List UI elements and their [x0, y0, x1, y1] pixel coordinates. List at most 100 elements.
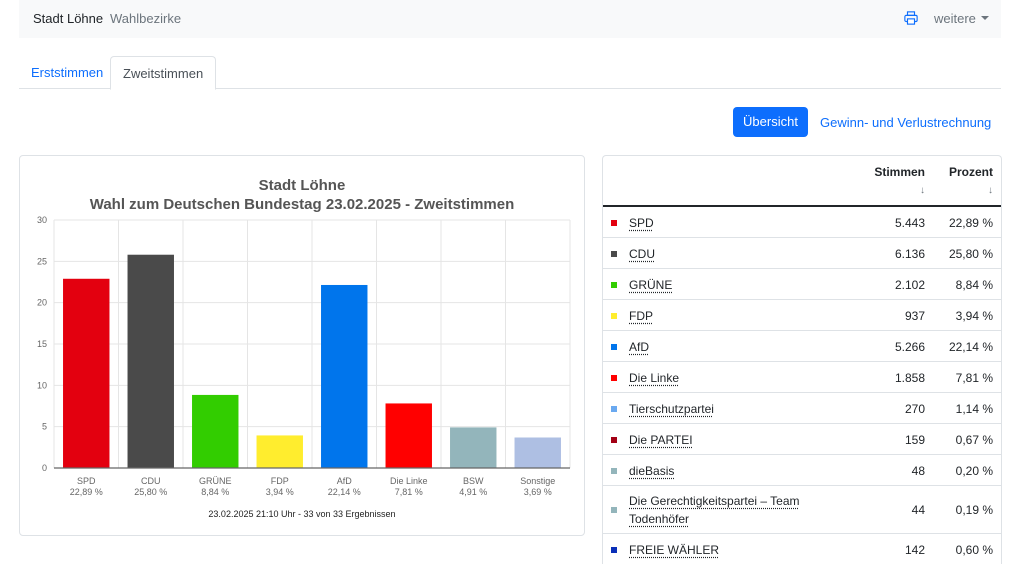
top-navbar: Stadt Löhne Wahlbezirke weitere	[19, 0, 1001, 38]
percent-value: 25,80 %	[948, 246, 993, 261]
party-color-swatch	[611, 250, 617, 257]
overview-button[interactable]: Übersicht	[733, 107, 808, 137]
party-name[interactable]: FDP	[629, 309, 653, 323]
table-row: AfD 5.266 22,14 %	[603, 331, 1001, 362]
percent-value: 0,19 %	[955, 503, 993, 517]
table-header: Stimmen ↓ Prozent ↓	[603, 156, 1001, 207]
x-tick-label: SPD	[77, 476, 96, 486]
table-row: dieBasis 48 0,20 %	[603, 455, 1001, 486]
party-color-swatch	[611, 467, 617, 474]
data-label: 8,84 %	[201, 487, 229, 497]
bar-chart: Stadt Löhne Wahl zum Deutschen Bundestag …	[37, 177, 571, 519]
sort-arrow-icon: ↓	[920, 185, 925, 196]
data-label: 22,14 %	[328, 487, 361, 497]
x-tick-label: Die Linke	[390, 476, 428, 486]
bar-cdu	[127, 254, 174, 468]
votes-value: 2.102	[894, 277, 925, 292]
percent-value: 8,84 %	[955, 277, 993, 292]
y-tick-label: 25	[37, 256, 47, 266]
more-label: weitere	[934, 11, 976, 26]
bar-grüne	[192, 394, 239, 468]
votes-value: 6.136	[894, 246, 925, 261]
bar-sonstige	[514, 437, 561, 468]
votes-value: 142	[904, 542, 925, 557]
party-color-swatch	[611, 546, 617, 553]
chart-footer: 23.02.2025 21:10 Uhr - 33 von 33 Ergebni…	[208, 509, 395, 519]
votes-value: 1.858	[894, 370, 925, 385]
brand-link[interactable]: Stadt Löhne	[33, 11, 104, 26]
table-row: FREIE WÄHLER 142 0,60 %	[603, 534, 1001, 564]
data-label: 3,94 %	[266, 487, 294, 497]
x-tick-label: GRÜNE	[199, 476, 232, 486]
table-row: GRÜNE 2.102 8,84 %	[603, 269, 1001, 300]
votes-value: 5.443	[894, 215, 925, 230]
percent-value: 22,14 %	[948, 339, 993, 354]
data-label: 4,91 %	[459, 487, 487, 497]
party-name[interactable]: GRÜNE	[629, 278, 673, 292]
y-tick-label: 5	[42, 422, 47, 432]
x-tick-label: AfD	[337, 476, 353, 486]
column-header-percent[interactable]: Prozent ↓	[949, 165, 993, 196]
party-name[interactable]: SPD	[629, 216, 654, 230]
column-header-votes[interactable]: Stimmen ↓	[874, 165, 925, 196]
x-tick-label: Sonstige	[520, 476, 555, 486]
chart-title: Stadt Löhne	[259, 177, 346, 194]
party-color-swatch	[611, 219, 617, 226]
party-color-swatch	[611, 343, 617, 350]
party-name[interactable]: AfD	[629, 340, 650, 354]
percent-header-label: Prozent	[948, 165, 993, 179]
party-name[interactable]: Die Gerechtigkeitspartei – Team Todenhöf…	[629, 494, 800, 526]
table-row: Die PARTEI 159 0,67 %	[603, 424, 1001, 455]
caret-down-icon	[980, 16, 989, 20]
chart-card: Stadt Löhne Wahl zum Deutschen Bundestag …	[19, 155, 585, 536]
table-row: Die Linke 1.858 7,81 %	[603, 362, 1001, 393]
party-color-swatch	[611, 405, 617, 412]
results-table: Stimmen ↓ Prozent ↓ SPD 5.443 22,89 % CDU 6.13…	[602, 155, 1002, 564]
x-tick-label: CDU	[141, 476, 161, 486]
data-label: 3,69 %	[524, 487, 552, 497]
more-dropdown[interactable]: weitere	[934, 11, 989, 26]
votes-value: 5.266	[894, 339, 925, 354]
bar-spd	[63, 278, 110, 468]
gain-loss-button[interactable]: Gewinn- und Verlustrechnung	[820, 115, 992, 130]
tab-bar: Erststimmen Zweitstimmen	[19, 56, 1001, 90]
party-color-swatch	[611, 507, 617, 513]
bar-fdp	[256, 435, 303, 468]
y-tick-label: 20	[37, 298, 47, 308]
party-color-swatch	[611, 312, 617, 319]
party-color-swatch	[611, 436, 617, 443]
x-tick-label: BSW	[463, 476, 484, 486]
tab-erststimmen[interactable]: Erststimmen	[31, 65, 104, 80]
tab-zweitstimmen[interactable]: Zweitstimmen	[110, 56, 217, 90]
party-name[interactable]: FREIE WÄHLER	[629, 543, 720, 557]
table-row: FDP 937 3,94 %	[603, 300, 1001, 331]
party-name[interactable]: Die Linke	[629, 371, 680, 385]
party-name[interactable]: Die PARTEI	[629, 433, 693, 447]
votes-value: 48	[911, 463, 925, 478]
party-color-swatch	[611, 281, 617, 288]
table-row: SPD 5.443 22,89 %	[603, 207, 1001, 238]
data-label: 7,81 %	[395, 487, 423, 497]
table-row: CDU 6.136 25,80 %	[603, 238, 1001, 269]
y-tick-label: 30	[37, 215, 47, 225]
percent-value: 0,67 %	[955, 432, 993, 447]
percent-value: 0,60 %	[955, 542, 993, 557]
nav-link-wahlbezirke[interactable]: Wahlbezirke	[110, 11, 182, 26]
y-tick-label: 0	[42, 463, 47, 473]
party-color-swatch	[611, 374, 617, 381]
y-tick-label: 10	[37, 380, 47, 390]
percent-value: 1,14 %	[955, 401, 993, 416]
table-body: SPD 5.443 22,89 % CDU 6.136 25,80 % GRÜNE 2.102…	[603, 207, 1001, 564]
party-name[interactable]: dieBasis	[629, 464, 675, 478]
percent-value: 22,89 %	[948, 215, 993, 230]
table-row: Tierschutzpartei 270 1,14 %	[603, 393, 1001, 424]
table-row: Die Gerechtigkeitspartei – Team Todenhöf…	[603, 486, 1001, 534]
votes-value: 159	[904, 432, 925, 447]
party-name[interactable]: CDU	[629, 247, 655, 261]
percent-value: 0,20 %	[955, 463, 993, 478]
bar-die-linke	[385, 403, 432, 468]
printer-icon[interactable]	[904, 11, 918, 25]
percent-value: 7,81 %	[955, 370, 993, 385]
party-name[interactable]: Tierschutzpartei	[629, 402, 714, 416]
x-tick-label: FDP	[271, 476, 289, 486]
